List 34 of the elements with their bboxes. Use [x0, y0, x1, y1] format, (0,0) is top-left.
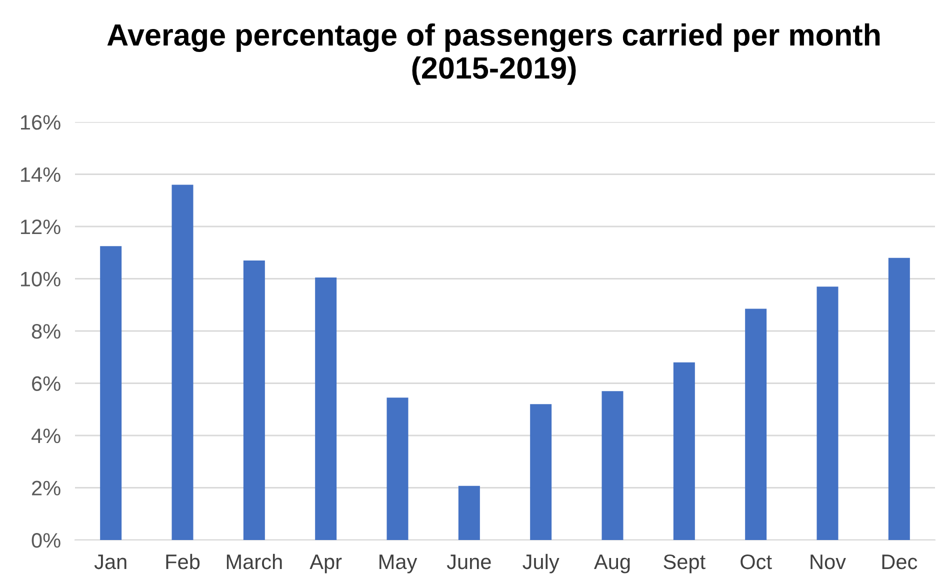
y-tick-label: 0% — [32, 533, 60, 548]
x-tick-label: March — [226, 554, 282, 570]
x-tick-label: Nov — [810, 554, 846, 570]
y-tick-label: 16% — [21, 115, 60, 130]
x-tick-label: Jan — [94, 554, 126, 570]
bar — [458, 486, 480, 540]
y-tick-label: 4% — [31, 428, 60, 444]
bar — [386, 398, 408, 540]
x-tick-label: Feb — [166, 554, 200, 570]
x-tick-label: Oct — [740, 554, 772, 570]
bar — [888, 258, 910, 540]
bar — [745, 308, 767, 540]
bar — [172, 184, 194, 540]
y-tick-label: 12% — [21, 220, 60, 234]
x-tick-label: July — [522, 554, 560, 574]
x-tick-label: May — [380, 554, 418, 574]
bar — [315, 277, 337, 540]
x-tick-label: June — [446, 554, 491, 570]
bar — [530, 404, 552, 540]
y-tick-label: 6% — [32, 376, 60, 392]
x-tick-label: Apr — [310, 554, 342, 574]
x-tick-label: Aug — [594, 554, 630, 574]
chart-title: Average percentage of passengers carried per month (2015-2019) — [107, 23, 880, 85]
bar — [673, 362, 695, 540]
bar — [602, 391, 624, 540]
y-tick-label: 8% — [32, 324, 60, 339]
y-tick-label: 14% — [21, 167, 60, 182]
y-tick-label: 2% — [32, 480, 60, 496]
x-tick-label: Dec — [882, 554, 918, 570]
bar — [816, 286, 838, 540]
bar — [100, 246, 122, 540]
y-tick-label: 10% — [21, 272, 60, 287]
x-tick-label: Sept — [664, 554, 706, 574]
bar — [243, 260, 265, 540]
